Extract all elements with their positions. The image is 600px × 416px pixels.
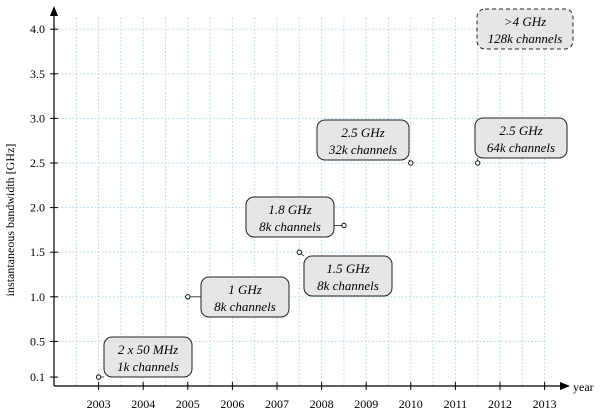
x-tick-label: 2013	[533, 397, 557, 411]
callout-line-1: 1.8 GHz	[268, 202, 311, 217]
callout-line-2: 8k channels	[214, 299, 276, 314]
callout-line-2: 1k channels	[117, 359, 179, 374]
callout-line-1: 1.5 GHz	[326, 261, 369, 276]
callout-line-1: 2 x 50 MHz	[118, 342, 178, 357]
data-point	[96, 375, 100, 379]
data-point	[297, 250, 301, 254]
y-tick-label: 2.0	[30, 201, 45, 215]
y-tick-label: 3.0	[30, 111, 45, 125]
data-point-callout: 1.8 GHz 8k channels	[246, 197, 334, 237]
data-point	[476, 161, 480, 165]
x-tick-label: 2012	[488, 397, 512, 411]
data-point	[409, 161, 413, 165]
y-tick-label: 0.1	[30, 370, 45, 384]
x-tick-label: 2003	[87, 397, 111, 411]
y-tick-label: 1.0	[30, 290, 45, 304]
x-tick-label: 2004	[131, 397, 155, 411]
y-tick-label: 0.5	[30, 334, 45, 348]
callout-line-1: 2.5 GHz	[499, 123, 542, 138]
data-point-callout: 1.5 GHz 8k channels	[304, 256, 392, 296]
y-tick-label: 4.0	[30, 22, 45, 36]
callout-line-1: 1 GHz	[228, 282, 262, 297]
x-tick-label: 2006	[220, 397, 244, 411]
y-axis-label: instantaneous bandwidth [GHz]	[3, 144, 17, 297]
y-axis-arrow	[50, 6, 58, 16]
y-tick-label: 1.5	[30, 245, 45, 259]
callout-line-2: 8k channels	[259, 219, 321, 234]
data-point-callout: 2.5 GHz 32k channels	[317, 120, 409, 160]
callout-line-2: 64k channels	[487, 140, 555, 155]
x-tick-label: 2008	[310, 397, 334, 411]
x-axis-label: year	[573, 380, 594, 394]
callout-line-2: 32k channels	[328, 142, 397, 157]
data-point	[342, 223, 346, 227]
data-point-callout: 2.5 GHz 64k channels	[475, 118, 567, 158]
y-tick-label: 2.5	[30, 156, 45, 170]
callout-line-2: 128k channels	[488, 31, 563, 46]
x-tick-label: 2005	[176, 397, 200, 411]
y-tick-label: 3.5	[30, 67, 45, 81]
x-tick-label: 2010	[399, 397, 423, 411]
data-point-callout: 1 GHz 8k channels	[201, 277, 289, 317]
callout-line-1: 2.5 GHz	[341, 125, 384, 140]
x-tick-label: 2011	[444, 397, 468, 411]
x-tick-label: 2009	[354, 397, 378, 411]
callout-line-1: >4 GHz	[504, 14, 546, 29]
callout-line-2: 8k channels	[317, 278, 379, 293]
x-axis-arrow	[560, 382, 570, 390]
projected-callout: >4 GHz 128k channels	[477, 9, 573, 49]
x-tick-label: 2007	[265, 397, 289, 411]
data-point-callout: 2 x 50 MHz 1k channels	[104, 337, 192, 377]
data-point	[186, 295, 190, 299]
